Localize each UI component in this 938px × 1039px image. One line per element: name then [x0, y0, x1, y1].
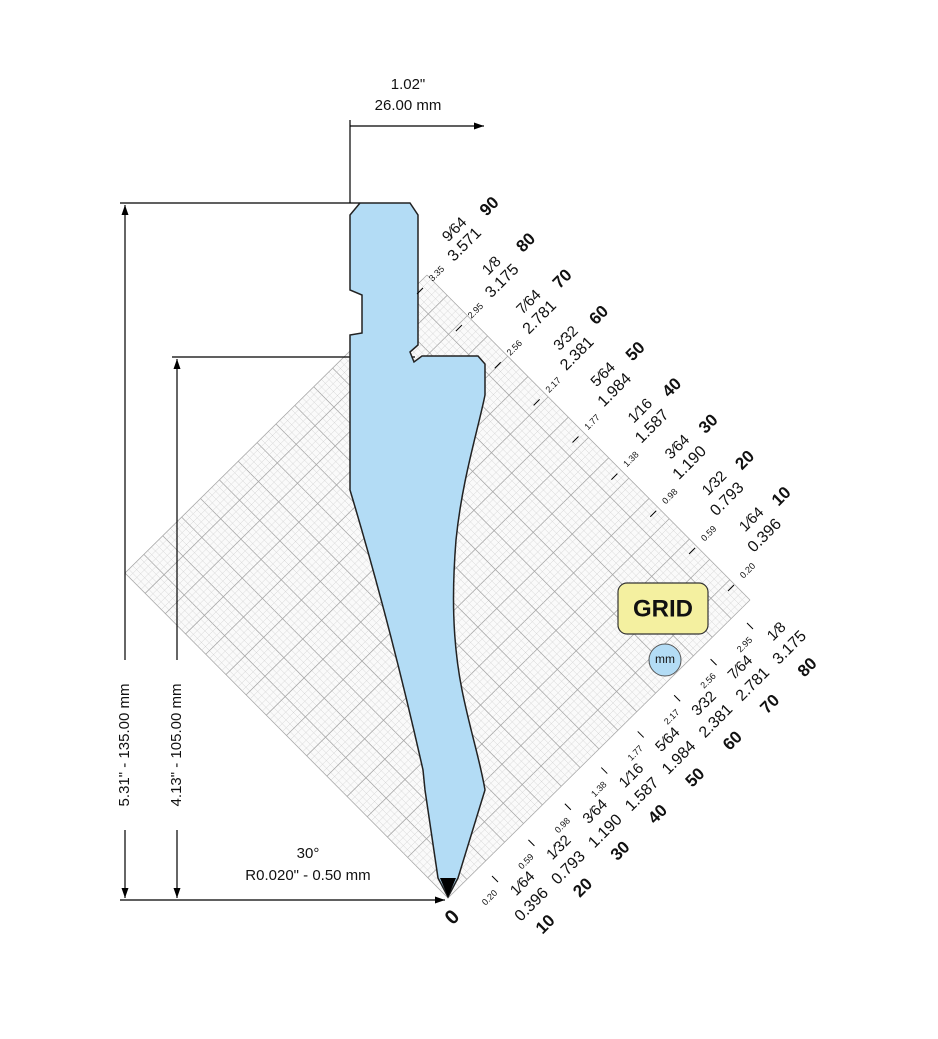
scale-value: 10: [532, 911, 559, 938]
tip-radius: R0.020" - 0.50 mm: [245, 867, 370, 884]
scale-tick: [416, 287, 424, 295]
grid-button-label[interactable]: GRID: [633, 595, 693, 622]
scale-value: 30: [695, 410, 722, 437]
grid-line: [412, 290, 735, 615]
grid-line: [427, 275, 750, 600]
scale-small: 2.95: [466, 301, 485, 320]
scale-small: 1.38: [621, 449, 640, 468]
scale-tick: [710, 658, 717, 666]
scale-value: 10: [768, 483, 795, 510]
punch-tip: [440, 878, 456, 897]
scale-value: 20: [731, 447, 758, 474]
scale-tick: [533, 399, 540, 406]
scale-value: 20: [569, 874, 596, 901]
scale-value: 50: [682, 764, 709, 791]
scale-value: 80: [794, 654, 821, 681]
scale-value: 60: [719, 727, 746, 754]
scale-value: 70: [549, 265, 576, 292]
scale-tick: [494, 361, 502, 369]
total-height: 5.31" - 135.00 mm: [116, 684, 133, 807]
grid-line: [419, 282, 742, 607]
scale-value: 30: [607, 837, 634, 864]
tip-angle: 30°: [297, 845, 320, 862]
scale-value: 60: [585, 302, 612, 329]
grid-line: [401, 301, 724, 626]
scale-small: 2.17: [543, 375, 562, 394]
scale-tick: [491, 875, 499, 883]
scale-small: 3.35: [427, 264, 446, 283]
scale-tick: [727, 584, 735, 592]
scale-zero: 0: [441, 906, 464, 929]
scale-small: 0.20: [480, 888, 499, 907]
scale-tick: [564, 803, 572, 811]
scale-value: 40: [658, 374, 685, 401]
scale-value: 80: [512, 229, 539, 256]
scale-value: 90: [476, 193, 503, 220]
scale-small: 0.98: [553, 816, 572, 835]
scale-tick: [572, 436, 579, 443]
grid-line: [416, 286, 739, 611]
scale-small: 0.98: [660, 487, 679, 506]
scale-small: 2.56: [698, 671, 717, 690]
scale-value: 50: [622, 338, 649, 365]
scale-tick: [455, 324, 463, 332]
scale-small: 0.59: [516, 852, 535, 871]
scale-small: 0.20: [738, 561, 757, 580]
grid-line: [295, 405, 618, 730]
scale-small: 2.95: [735, 635, 754, 654]
grid-line: [404, 297, 727, 622]
scale-value: 40: [644, 801, 671, 828]
scale-tick: [637, 731, 645, 738]
scale-tick: [673, 694, 681, 702]
grid-button-bg[interactable]: [617, 582, 709, 635]
scale-small: 2.56: [505, 338, 524, 357]
grid-line: [408, 294, 731, 619]
scale-small: 2.17: [662, 707, 681, 726]
scale-small: 0.59: [699, 524, 718, 543]
punch-profile: [349, 202, 486, 899]
scale-tick: [688, 547, 696, 555]
grid-button[interactable]: GRID: [617, 582, 709, 635]
width-mm: 26.00 mm: [375, 97, 442, 114]
scale-small: 1.77: [582, 412, 601, 431]
scale-small: 1.77: [626, 743, 645, 762]
scale-tick: [600, 767, 608, 774]
unit-button-label[interactable]: mm: [655, 652, 675, 666]
unit-button[interactable]: mm: [648, 643, 682, 677]
grid-line: [423, 279, 746, 604]
scale-small: 1.38: [589, 779, 608, 798]
scale-tick: [746, 622, 754, 630]
scale-value: 70: [756, 691, 783, 718]
width-inch: 1.02": [391, 76, 426, 93]
unit-button-bg[interactable]: [648, 643, 682, 677]
scale-tick: [649, 510, 657, 518]
scale-tick: [528, 839, 535, 847]
scale-tick: [611, 473, 618, 480]
working-height: 4.13" - 105.00 mm: [168, 684, 185, 807]
